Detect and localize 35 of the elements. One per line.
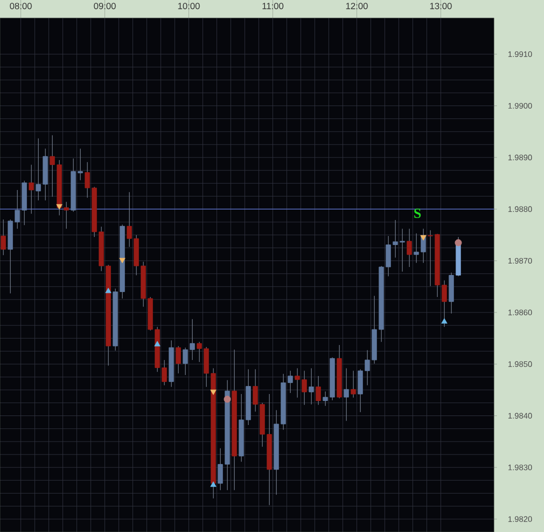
y-tick-label: 1.9820 — [508, 516, 532, 522]
y-tick-label: 1.9890 — [508, 154, 532, 160]
candlestick — [406, 228, 412, 268]
point — [119, 258, 126, 264]
point — [210, 481, 216, 487]
x-tick-label: 10:00 — [178, 2, 200, 10]
y-tick-label: 1.9910 — [508, 51, 532, 57]
candlestick — [350, 370, 356, 398]
y-tick-label: 1.9880 — [508, 206, 532, 212]
point — [454, 239, 462, 246]
x-tick-label: 08:00 — [10, 2, 32, 10]
y-tick-label: 1.9870 — [508, 258, 532, 264]
point — [154, 340, 160, 346]
candlestick — [176, 346, 181, 374]
point — [420, 235, 426, 241]
candlestick — [316, 376, 321, 406]
y-tick-label: 1.9900 — [508, 102, 532, 109]
candlestick — [0, 219, 6, 256]
candlestick — [344, 368, 349, 422]
y-tick-label: 1.9860 — [508, 310, 532, 316]
candlestick — [28, 164, 34, 214]
point — [441, 318, 448, 324]
x-tick-label: 09:00 — [94, 2, 116, 10]
x-tick-label: 11:00 — [262, 2, 284, 10]
x-tick-label: 13:00 — [430, 2, 452, 10]
point — [210, 390, 216, 395]
point — [224, 396, 231, 403]
candlestick — [308, 368, 314, 405]
point — [105, 288, 112, 294]
x-tick-label: 12:00 — [346, 2, 368, 10]
y-tick-label: 1.9840 — [508, 412, 532, 419]
y-tick-label: 1.9830 — [508, 464, 532, 470]
point — [56, 204, 62, 210]
annotation: S — [414, 208, 421, 218]
y-tick-label: 1.9850 — [508, 361, 532, 367]
